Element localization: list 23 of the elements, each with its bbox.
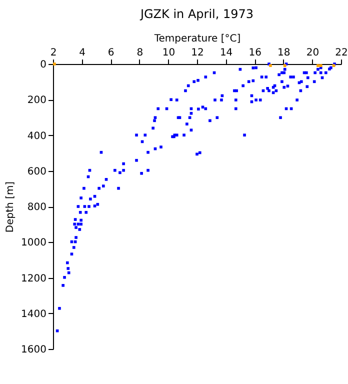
y-tick-label: 400 [27, 130, 46, 142]
x-tick-label: 6 [108, 48, 114, 58]
x-tick-label: 10 [162, 48, 176, 58]
x-axis-title: Temperature [°C] [153, 34, 241, 44]
y-tick-label: 1600 [21, 344, 46, 356]
x-tick-label: 20 [306, 48, 320, 58]
x-tick-label: 12 [191, 48, 204, 58]
y-tick-label: 200 [27, 95, 46, 106]
x-tick-label: 16 [248, 48, 262, 58]
y-tick-label: 0 [40, 60, 46, 70]
x-tick-label: 18 [278, 48, 290, 58]
x-tick-label: 14 [220, 48, 233, 58]
y-tick-label: 600 [27, 166, 46, 178]
y-tick-label: 1400 [21, 308, 46, 320]
x-tick-label: 4 [79, 48, 86, 58]
x-tick-label: 2 [50, 48, 57, 58]
y-tick-label: 1000 [21, 238, 46, 249]
y-tick-label: 800 [27, 202, 46, 213]
x-tick-label: 8 [136, 48, 144, 58]
y-axis-title: Depth [m] [5, 181, 16, 233]
x-tick-label: 22 [335, 48, 348, 58]
chart-title: JGZK in April, 1973 [139, 7, 254, 21]
y-tick-label: 1200 [21, 273, 46, 284]
